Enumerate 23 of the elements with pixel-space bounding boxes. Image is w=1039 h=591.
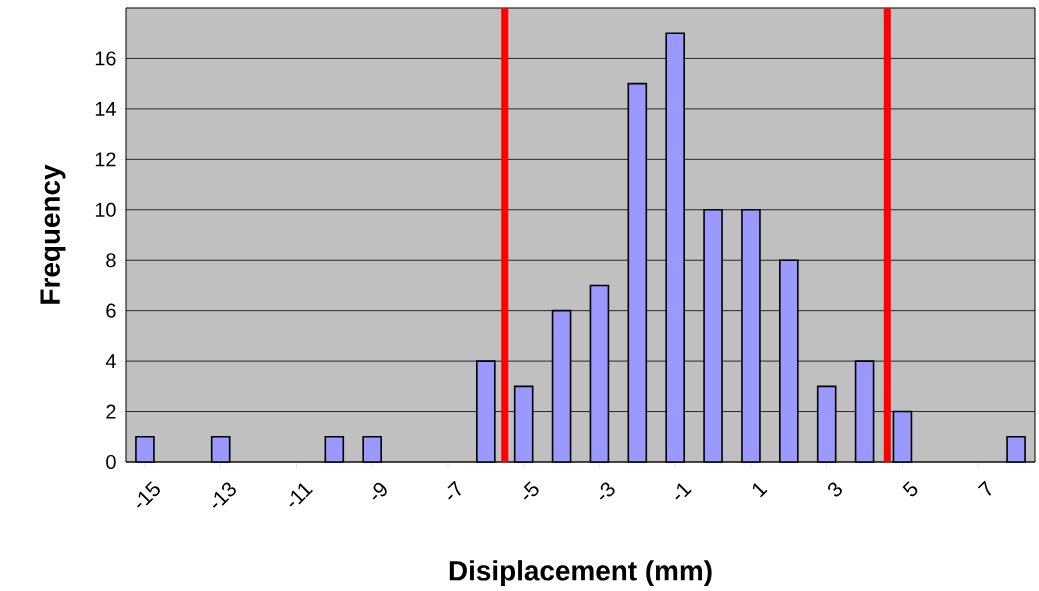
x-tick-label: 7 xyxy=(977,480,992,496)
x-axis-title: Disiplacement (mm) xyxy=(449,560,712,587)
y-tick-label: 14 xyxy=(95,102,116,116)
x-tick-label: -3 xyxy=(599,482,615,500)
x-tick-label: -13 xyxy=(212,482,236,508)
y-tick-label: 12 xyxy=(95,152,116,167)
x-tick-label: -5 xyxy=(523,481,539,500)
x-tick-label: -9 xyxy=(372,482,387,500)
y-tick-label: 4 xyxy=(105,354,116,368)
x-tick-label: 3 xyxy=(828,482,842,497)
x-tick-label: 5 xyxy=(902,481,918,497)
y-axis-title: Frequency xyxy=(40,164,66,304)
y-tick-label: 10 xyxy=(95,202,116,217)
y-tick-label: 0 xyxy=(106,454,116,470)
x-tick-label: -1 xyxy=(675,483,692,500)
y-tick-label: 16 xyxy=(95,51,116,66)
y-tick-label: 6 xyxy=(106,303,116,318)
y-tick-label: 8 xyxy=(106,253,116,268)
y-tick-label: 2 xyxy=(106,404,116,419)
x-tick-label: -15 xyxy=(136,481,160,508)
x-tick-label: -7 xyxy=(447,480,461,500)
x-tick-label: -11 xyxy=(289,483,313,507)
x-tick-label: 1 xyxy=(752,483,768,498)
